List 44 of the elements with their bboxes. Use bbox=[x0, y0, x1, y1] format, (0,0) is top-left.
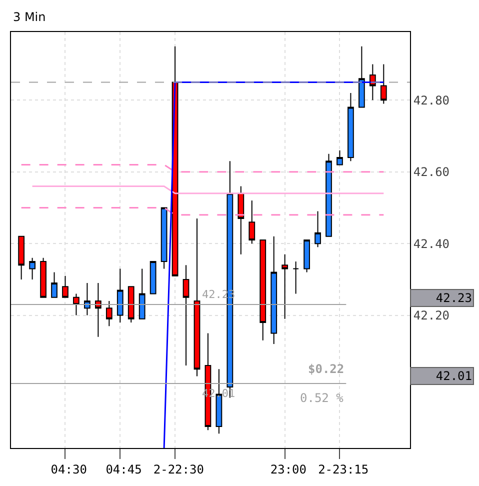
x-tick-label: 04:30 bbox=[44, 462, 87, 476]
candlestick bbox=[260, 240, 266, 341]
x-tick-label: 2-22:30 bbox=[146, 462, 204, 476]
text: 42.01 bbox=[436, 369, 472, 383]
candlestick bbox=[18, 236, 25, 280]
text: 42.23 bbox=[436, 291, 472, 305]
y-tick-label: 42.20 bbox=[413, 308, 450, 323]
candlestick bbox=[116, 268, 124, 323]
candlestick bbox=[51, 272, 58, 298]
candlestick bbox=[292, 261, 299, 294]
x-tick-label: 2-23:15 bbox=[310, 462, 369, 476]
chart-title: 3 Min bbox=[13, 10, 46, 24]
candlestick bbox=[194, 218, 200, 377]
candlestick bbox=[326, 153, 332, 237]
candlestick bbox=[182, 264, 190, 366]
candlestick bbox=[128, 286, 134, 323]
candlestick bbox=[106, 300, 112, 327]
candlestick bbox=[73, 293, 80, 316]
candlestick bbox=[314, 210, 321, 248]
candlestick bbox=[304, 240, 310, 273]
candlestick bbox=[160, 207, 168, 270]
y-tick-label: 42.60 bbox=[413, 165, 450, 180]
candlestick bbox=[84, 282, 90, 316]
candlestick bbox=[238, 186, 244, 255]
candlestick bbox=[358, 46, 365, 108]
x-tick-label: 23:00 bbox=[263, 462, 307, 476]
candlestick bbox=[336, 150, 343, 166]
annotation: 0.52 % bbox=[300, 391, 344, 405]
y-tick-label: 42.80 bbox=[413, 93, 450, 108]
candlestick bbox=[40, 257, 46, 298]
candlestick bbox=[94, 282, 102, 338]
candlestick bbox=[29, 257, 36, 280]
candlestick bbox=[270, 236, 278, 344]
candlestick bbox=[369, 64, 376, 101]
candlestick bbox=[62, 275, 68, 298]
candlestick bbox=[380, 64, 387, 104]
candlestick bbox=[248, 200, 256, 244]
candlestick bbox=[150, 261, 156, 294]
candlestick bbox=[138, 268, 146, 320]
x-tick-label: 04:45 bbox=[98, 462, 142, 476]
candlestick bbox=[348, 92, 354, 162]
annotation: $0.22 bbox=[308, 362, 344, 376]
y-tick-label: 42.40 bbox=[413, 236, 450, 251]
candlestick bbox=[282, 254, 288, 320]
